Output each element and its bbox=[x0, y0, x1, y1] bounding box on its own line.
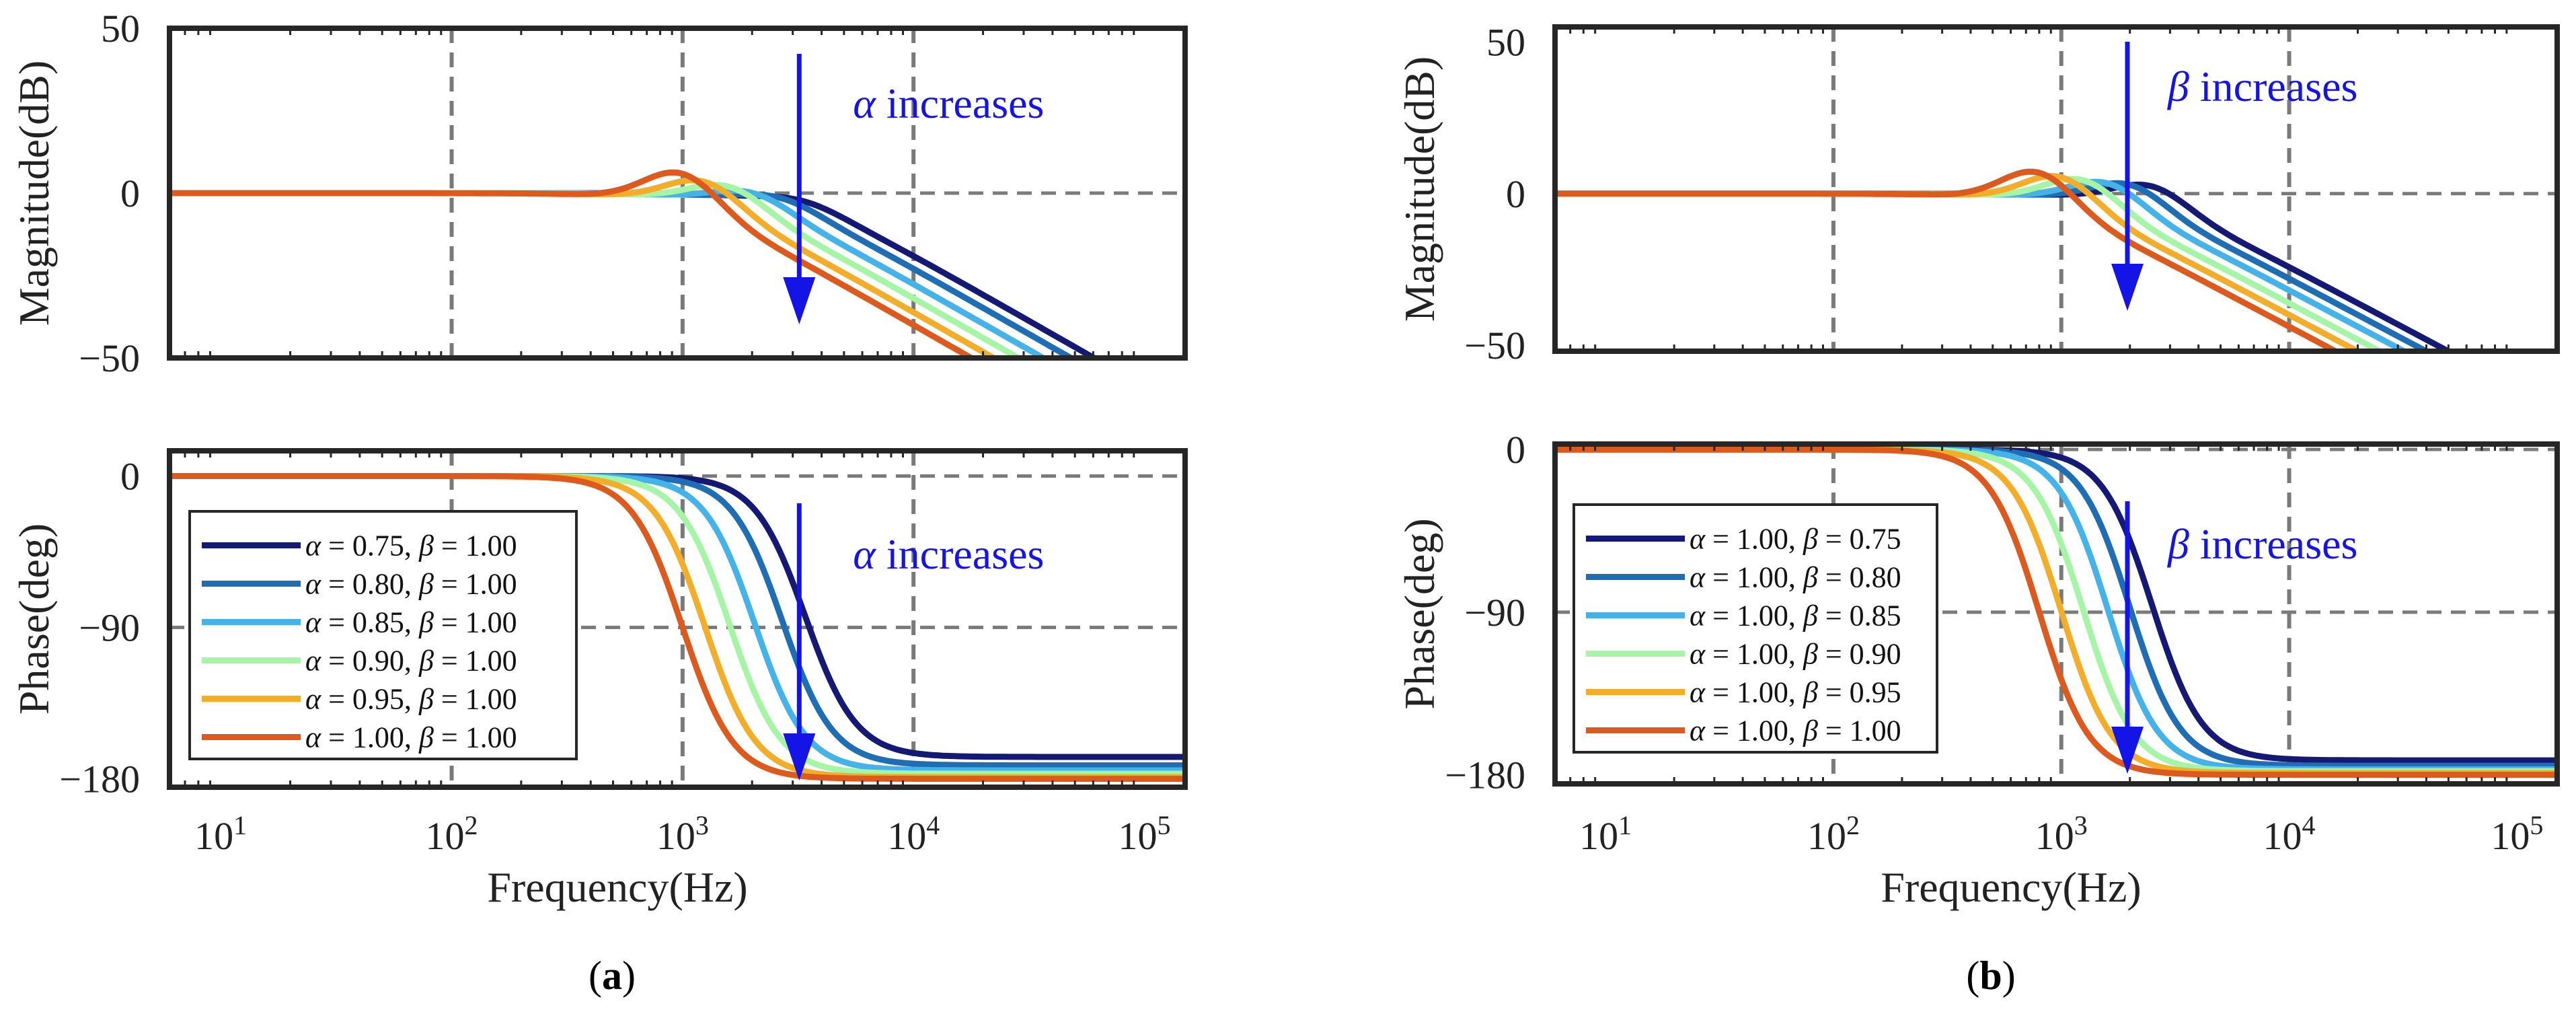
panel-caption: (a) bbox=[589, 953, 636, 998]
annotation-arrow-head bbox=[783, 277, 816, 324]
annotation-arrow-head bbox=[783, 733, 816, 780]
magnitude-series-line bbox=[169, 182, 1025, 358]
x-axis-label: Frequency(Hz) bbox=[1881, 863, 2141, 911]
x-tick-label: 105 bbox=[2491, 810, 2543, 858]
legend-box bbox=[188, 510, 578, 760]
legend-entry: α = 1.00, β = 1.00 bbox=[305, 721, 517, 754]
magnitude-annotation: α increases bbox=[853, 79, 1044, 127]
x-tick-label: 105 bbox=[1119, 810, 1171, 858]
phase-axes-frame bbox=[1552, 441, 2560, 787]
magnitude-y-tick-label: −50 bbox=[79, 336, 140, 380]
magnitude-y-tick-label: 50 bbox=[101, 7, 140, 50]
x-tick-label: 104 bbox=[2263, 810, 2316, 858]
x-tick-label: 101 bbox=[194, 810, 247, 858]
phase-y-tick-label: −180 bbox=[1445, 754, 1525, 797]
magnitude-axes-frame bbox=[167, 26, 1188, 361]
x-tick-label: 103 bbox=[2035, 810, 2088, 858]
x-axis-label: Frequency(Hz) bbox=[487, 863, 747, 911]
x-tick-label: 102 bbox=[426, 810, 478, 858]
legend-entry: α = 0.85, β = 1.00 bbox=[305, 606, 517, 639]
phase-y-tick-label: −90 bbox=[79, 606, 140, 650]
magnitude-series-line bbox=[1555, 181, 2455, 351]
legend-entry: α = 1.00, β = 0.85 bbox=[1690, 599, 1901, 632]
magnitude-series-line bbox=[169, 169, 978, 358]
magnitude-series-line bbox=[1555, 176, 2386, 351]
x-tick-label: 104 bbox=[887, 810, 940, 858]
legend-entry: α = 0.80, β = 1.00 bbox=[305, 568, 517, 601]
magnitude-axes-frame bbox=[1552, 24, 2560, 354]
phase-y-axis-label: Phase(deg) bbox=[10, 523, 58, 715]
legend-entry: α = 1.00, β = 1.00 bbox=[1690, 715, 1901, 748]
phase-y-tick-label: 0 bbox=[1506, 428, 1525, 472]
legend-entry: α = 0.75, β = 1.00 bbox=[305, 530, 517, 562]
legend-entry: α = 0.90, β = 1.00 bbox=[305, 645, 517, 678]
legend-entry: α = 1.00, β = 0.75 bbox=[1690, 523, 1901, 556]
annotation-arrow-head bbox=[2111, 264, 2144, 311]
phase-annotation: α increases bbox=[853, 530, 1044, 578]
magnitude-y-tick-label: 50 bbox=[1486, 21, 1525, 65]
legend-entry: α = 1.00, β = 0.95 bbox=[1690, 676, 1901, 709]
legend-entry: α = 1.00, β = 0.90 bbox=[1690, 638, 1901, 671]
phase-axes-frame bbox=[167, 448, 1188, 790]
x-tick-label: 101 bbox=[1579, 810, 1632, 858]
magnitude-y-tick-label: 0 bbox=[1506, 172, 1525, 216]
magnitude-y-tick-label: 0 bbox=[120, 172, 140, 215]
magnitude-series-line bbox=[169, 187, 1050, 358]
phase-series-line bbox=[1555, 446, 2557, 778]
panel-caption: (b) bbox=[1966, 953, 2015, 998]
legend-box bbox=[1573, 503, 1938, 754]
annotation-arrow-head bbox=[2111, 727, 2144, 774]
x-tick-label: 103 bbox=[656, 810, 709, 858]
phase-annotation: β increases bbox=[2166, 520, 2357, 568]
magnitude-series-line bbox=[169, 190, 1077, 358]
phase-y-axis-label: Phase(deg) bbox=[1396, 518, 1443, 709]
magnitude-series-line bbox=[1555, 168, 2342, 351]
phase-y-tick-label: −90 bbox=[1464, 591, 1525, 634]
x-tick-label: 102 bbox=[1807, 810, 1860, 858]
magnitude-annotation: β increases bbox=[2166, 63, 2357, 110]
magnitude-series-line bbox=[169, 190, 1100, 358]
legend-entry: α = 1.00, β = 0.80 bbox=[1690, 561, 1901, 594]
phase-y-tick-label: 0 bbox=[120, 455, 140, 499]
magnitude-series-line bbox=[1555, 173, 2364, 351]
magnitude-series-line bbox=[1555, 180, 2433, 351]
magnitude-y-axis-label: Magnitude(dB) bbox=[10, 61, 58, 326]
legend-entry: α = 0.95, β = 1.00 bbox=[305, 683, 517, 716]
magnitude-y-tick-label: −50 bbox=[1464, 324, 1525, 367]
magnitude-series-line bbox=[1555, 178, 2411, 351]
phase-series-line bbox=[169, 473, 1185, 782]
magnitude-y-axis-label: Magnitude(dB) bbox=[1396, 57, 1443, 322]
phase-y-tick-label: −180 bbox=[59, 758, 140, 801]
